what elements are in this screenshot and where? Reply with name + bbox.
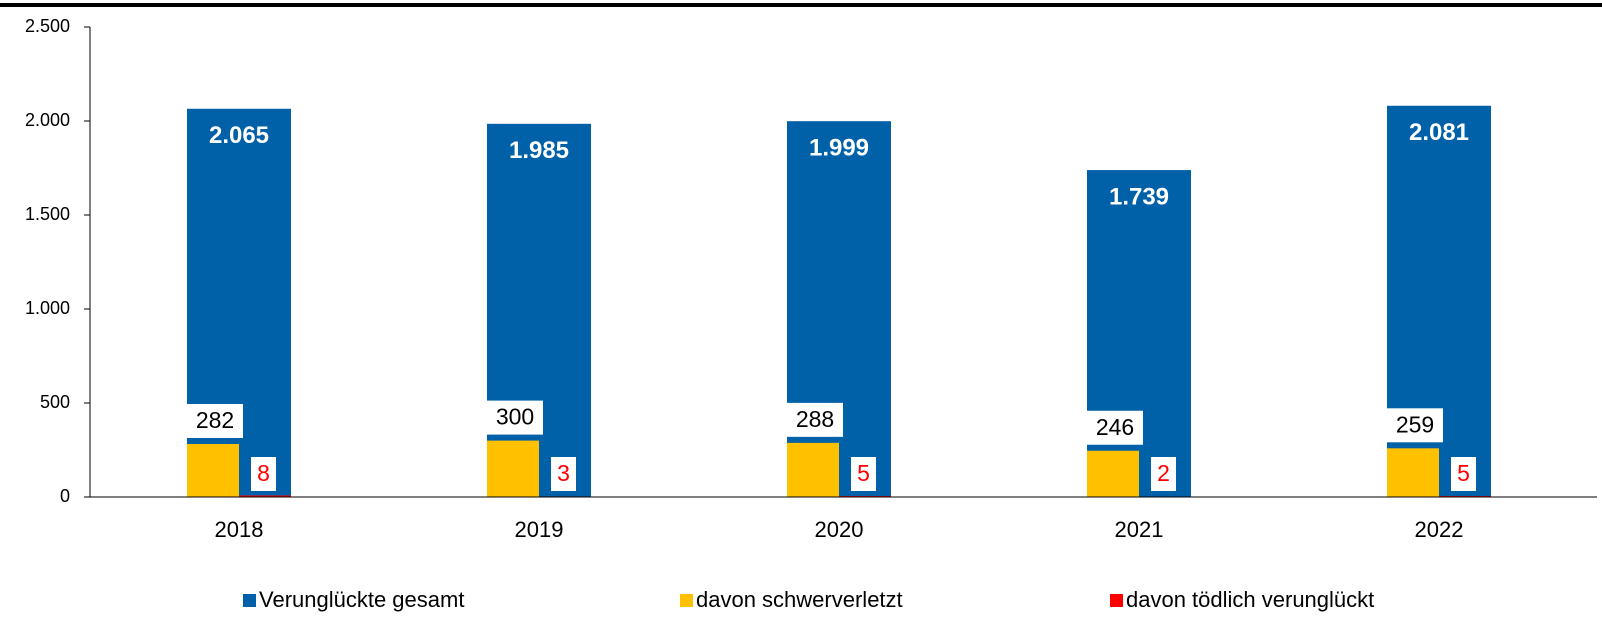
label-box <box>1387 408 1443 443</box>
value-label: 8 <box>257 460 270 486</box>
y-tick-label: 1.500 <box>25 204 70 224</box>
x-tick-label: 2020 <box>815 517 864 542</box>
bar <box>239 495 291 497</box>
y-tick-label: 2.000 <box>25 110 70 130</box>
value-label: 5 <box>857 460 870 486</box>
label-box <box>851 457 876 491</box>
value-label: 300 <box>496 404 534 430</box>
x-tick-label: 2018 <box>215 517 264 542</box>
y-tick-label: 0 <box>60 486 70 506</box>
value-label: 282 <box>196 407 234 433</box>
value-label: 3 <box>557 460 570 486</box>
y-tick-label: 2.500 <box>25 16 70 36</box>
value-label: 259 <box>1396 411 1434 437</box>
value-label: 2.081 <box>1409 119 1469 146</box>
y-tick-label: 1.000 <box>25 298 70 318</box>
top-rule <box>0 3 1602 7</box>
label-box <box>787 402 843 437</box>
value-label: 288 <box>796 406 834 432</box>
legend-label: davon tödlich verunglückt <box>1126 587 1374 612</box>
x-tick-label: 2022 <box>1415 517 1464 542</box>
bar <box>787 442 839 497</box>
value-label: 246 <box>1096 414 1134 440</box>
label-box <box>1451 457 1476 491</box>
legend-label: davon schwerverletzt <box>696 587 903 612</box>
bar <box>1087 450 1139 497</box>
bar <box>487 440 539 497</box>
bar <box>187 443 239 497</box>
label-box <box>251 457 276 491</box>
value-label: 1.999 <box>809 135 869 162</box>
legend-label: Verunglückte gesamt <box>259 587 464 612</box>
y-tick-label: 500 <box>40 392 70 412</box>
label-box <box>1087 410 1143 445</box>
x-tick-label: 2019 <box>515 517 564 542</box>
x-tick-label: 2021 <box>1115 517 1164 542</box>
legend-swatch <box>680 594 693 607</box>
bar <box>1387 448 1439 497</box>
value-label: 2 <box>1157 460 1170 486</box>
bar <box>1087 170 1191 497</box>
value-label: 2.065 <box>209 122 269 149</box>
value-label: 5 <box>1457 460 1470 486</box>
label-box <box>551 457 576 491</box>
bar <box>187 108 291 497</box>
value-label: 1.739 <box>1109 183 1169 210</box>
bar <box>487 123 591 497</box>
bar <box>787 121 891 498</box>
label-box <box>1151 457 1176 491</box>
legend-swatch <box>243 594 256 607</box>
label-box <box>487 400 543 435</box>
legend-swatch <box>1110 594 1123 607</box>
label-box <box>187 403 243 438</box>
value-label: 1.985 <box>509 137 569 164</box>
